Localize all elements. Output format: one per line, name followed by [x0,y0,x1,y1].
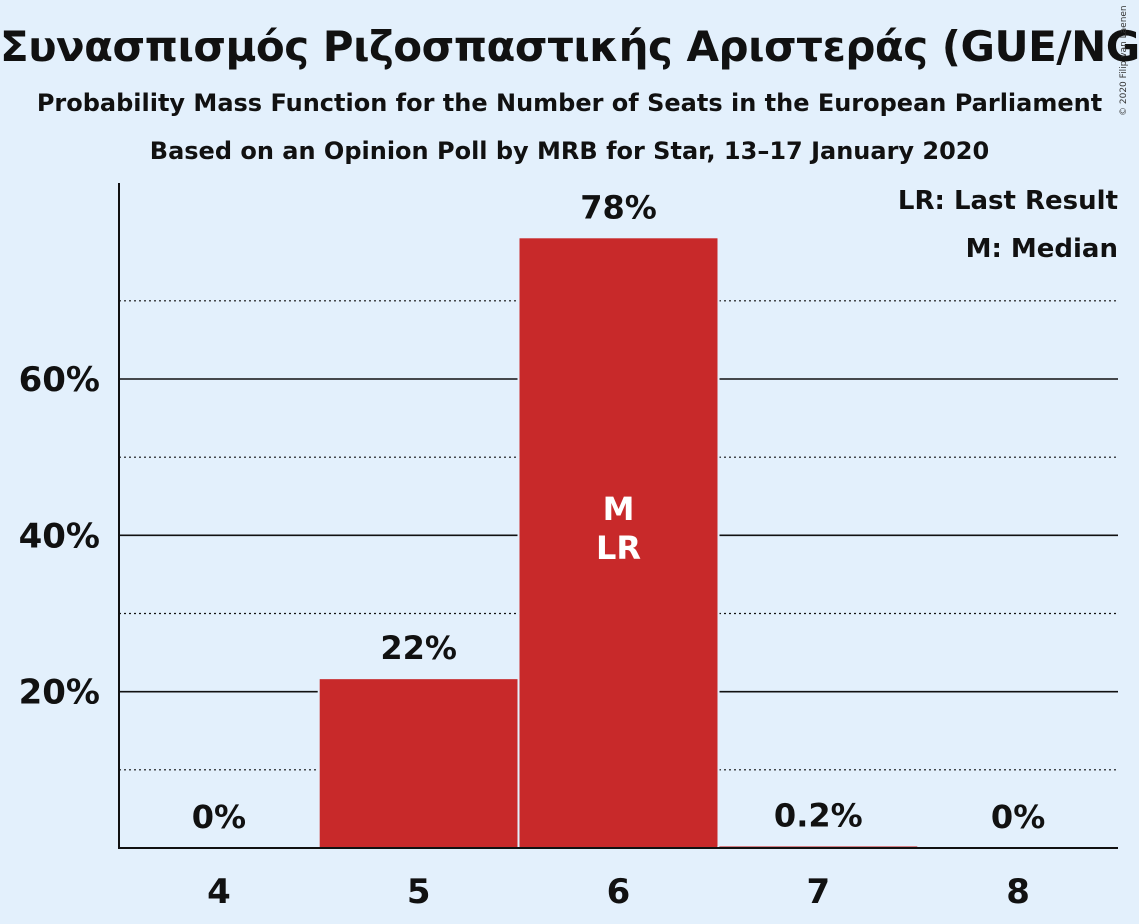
x-tick-label: 8 [1006,872,1030,912]
bar-value-label: 78% [580,188,657,226]
bar-marker-label: LR [596,529,641,567]
bar-marker-label: M [603,490,635,528]
bar-value-label: 0% [192,798,246,836]
bars [317,238,920,849]
x-tick-label: 6 [607,872,631,912]
chart-title: Συνασπισμός Ριζοσπαστικής Αριστεράς (GUE… [0,22,1139,71]
y-tick-label: 40% [19,516,100,556]
legend-median: M: Median [966,234,1118,264]
bar-value-label: 0% [991,798,1045,836]
axes: 20% 40% 60% 4 5 6 7 8 [19,183,1118,912]
y-tick-label: 60% [19,360,100,400]
x-tick-label: 7 [806,872,830,912]
bar-value-label: 0.2% [774,796,863,834]
legend-last-result: LR: Last Result [898,186,1118,216]
bar-value-label: 22% [380,629,457,667]
bar-value-labels: 0% 22% 78% 0.2% 0% MLR [192,188,1046,836]
chart-source-line: Based on an Opinion Poll by MRB for Star… [149,137,990,165]
chart-subtitle: Probability Mass Function for the Number… [36,89,1103,117]
y-tick-label: 20% [19,673,100,713]
bar [519,238,718,849]
x-tick-label: 5 [407,872,431,912]
bar [319,679,518,848]
x-tick-label: 4 [207,872,231,912]
